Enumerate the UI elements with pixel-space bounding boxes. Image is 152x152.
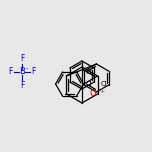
Text: +: + [99, 89, 104, 94]
Text: O: O [90, 90, 97, 98]
Text: F: F [31, 67, 35, 76]
Text: Cl: Cl [85, 81, 92, 87]
Text: F: F [20, 54, 24, 63]
Text: Cl: Cl [85, 69, 92, 75]
Text: F: F [20, 81, 24, 90]
Text: B: B [19, 67, 25, 76]
Text: Cl: Cl [101, 81, 107, 87]
Text: F: F [9, 67, 13, 76]
Text: -: - [26, 66, 28, 71]
